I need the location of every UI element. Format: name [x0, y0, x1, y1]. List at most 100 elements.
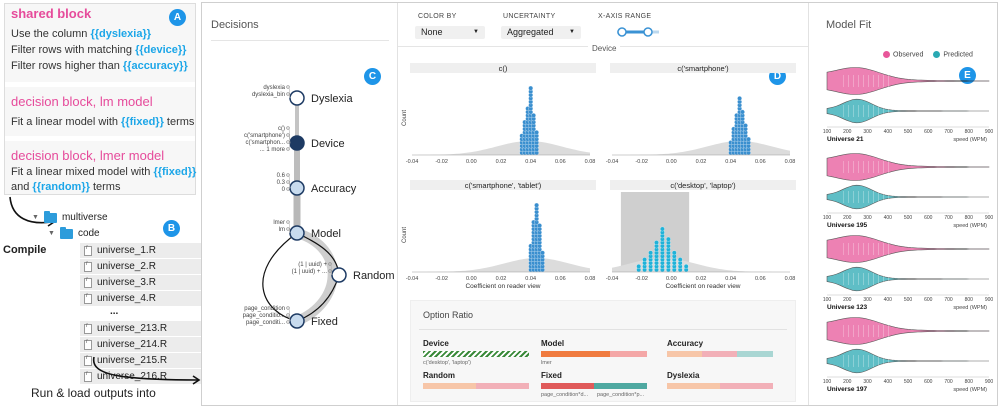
tree-folder[interactable]: ▼ code [48, 226, 100, 241]
panel-title: c() [499, 64, 508, 73]
option-ratio-segment[interactable] [594, 383, 647, 389]
fit-tick-label: 800 [965, 215, 974, 221]
option-ratio-bar[interactable] [541, 351, 647, 357]
universe-label[interactable]: Universe 195 [827, 222, 867, 229]
universe-label[interactable]: Universe 197 [827, 386, 867, 393]
fit-tick-label: 600 [924, 297, 933, 303]
uncertainty-select[interactable]: Aggregated ▼ [501, 26, 581, 39]
tree-file[interactable]: universe_4.R [80, 291, 230, 306]
decision-option-label[interactable]: page_conditi... [246, 320, 285, 326]
lm-line: Fit a linear model with {{fixed}} terms [11, 116, 195, 128]
option-ratio-segment[interactable] [667, 351, 702, 357]
decision-node-dyslexia[interactable] [289, 90, 305, 106]
r-file-icon [84, 339, 92, 350]
decision-option-label[interactable]: c('smartphon... [246, 140, 286, 146]
decision-option-label[interactable]: 0.6 [277, 173, 286, 179]
decision-option-label[interactable]: lmer [273, 220, 285, 226]
option-ratio-bar[interactable] [423, 383, 529, 389]
collapse-triangle-icon[interactable]: ▼ [48, 230, 55, 237]
divider [5, 82, 195, 87]
decision-option-label[interactable]: c() [278, 126, 285, 132]
option-connector [330, 270, 333, 276]
option-ratio-segment[interactable] [609, 351, 647, 357]
option-ratio-segment[interactable] [541, 383, 594, 389]
option-ratio-bar[interactable] [667, 383, 773, 389]
x-tick-label: -0.04 [606, 159, 619, 165]
decision-option-label[interactable]: dyslexia [263, 85, 285, 91]
tree-file[interactable]: universe_214.R [80, 337, 230, 352]
option-ratio-bar[interactable] [423, 351, 529, 357]
option-ratio-segment[interactable] [720, 383, 773, 389]
coefficient-histograms: c()-0.04 -0.02 0.00 0.02 0.04 0.06 0.08Countc(… [402, 63, 796, 290]
decision-node-accuracy[interactable] [289, 180, 305, 196]
decision-option-label[interactable]: 0.3 [277, 180, 286, 186]
decision-node-label: Model [311, 228, 341, 240]
decision-option-label[interactable]: lm [279, 227, 285, 233]
option-ratio-label: Accuracy [667, 339, 704, 348]
x-range-slider[interactable] [613, 24, 663, 40]
violin-shape [826, 317, 990, 345]
y-axis-label: Count [402, 227, 408, 243]
x-tick-label: 0.08 [585, 159, 596, 165]
universe-label[interactable]: Universe 123 [827, 304, 867, 311]
option-ratio-segment[interactable] [736, 351, 773, 357]
violin-shape [826, 67, 990, 95]
option-ratio-sub: page_condition*p... [597, 392, 645, 398]
decision-node-model[interactable] [289, 225, 305, 241]
collapse-triangle-icon[interactable]: ▼ [32, 214, 39, 221]
decision-option-label[interactable]: c('smartphone') [244, 133, 285, 139]
x-tick-label: 0.04 [725, 276, 736, 282]
option-ratio-bar[interactable] [667, 351, 773, 357]
option-connector [330, 263, 333, 276]
option-ratio-segment[interactable] [476, 383, 529, 389]
decision-option-label[interactable]: dyslexia_bin [252, 92, 285, 98]
universe-label[interactable]: Universe 21 [827, 136, 864, 143]
option-ratio-bar[interactable] [541, 383, 647, 389]
fit-tick-label: 400 [884, 215, 893, 221]
x-tick-label: 0.08 [785, 276, 796, 282]
option-dot-icon [286, 147, 290, 151]
lmer-line-1: Fit a linear mixed model with {{fixed}} [11, 166, 197, 178]
file-label: universe_4.R [97, 293, 156, 304]
option-ratio-segment[interactable] [423, 351, 529, 357]
fit-axis-label: speed (WPM) [953, 305, 987, 311]
dot-mark [740, 109, 745, 115]
tree-ellipsis: ... [110, 306, 119, 317]
file-label: universe_2.R [97, 261, 156, 272]
decision-option-label[interactable]: (1 | uuid) + [298, 262, 327, 268]
histogram-panel: c('smartphone', 'tablet') -0.04 -0.02 0.00 0… [402, 180, 596, 290]
decision-option-label[interactable]: ... 1 more [260, 147, 286, 153]
fit-tick-label: 400 [884, 379, 893, 385]
decision-option-label[interactable]: (1 | uuid) + ... [292, 269, 328, 275]
color-by-select[interactable]: None ▼ [415, 26, 485, 39]
option-ratio-segment[interactable] [423, 383, 476, 389]
panel-header [610, 180, 796, 190]
dot-mark [648, 250, 653, 256]
violin-shape [826, 153, 990, 181]
tree-file[interactable]: universe_215.R [80, 353, 230, 368]
model-fit-violins: 100 200 300 400 500 600 700 800 900 Universe 21 sp… [823, 67, 993, 393]
dot-mark [737, 96, 742, 101]
tree-file[interactable]: universe_3.R [80, 275, 230, 290]
fit-tick-label: 500 [904, 379, 913, 385]
decision-node-device[interactable] [289, 135, 305, 151]
decision-node-label: Fixed [311, 316, 338, 328]
fit-tick-label: 500 [904, 297, 913, 303]
tree-root[interactable]: ▼ multiverse [32, 210, 108, 225]
decision-option-label[interactable]: page_conditio... [243, 313, 286, 319]
tree-file[interactable]: universe_213.R [80, 321, 230, 336]
tree-file[interactable]: universe_1.R [80, 243, 230, 258]
decision-node-fixed[interactable] [289, 313, 305, 329]
option-ratio-segment[interactable] [667, 383, 720, 389]
option-ratio-segment[interactable] [701, 351, 737, 357]
x-tick-label: -0.02 [435, 276, 448, 282]
decision-option-label[interactable]: 0 [282, 187, 286, 193]
decisions-title: Decisions [211, 19, 259, 31]
x-tick-label: -0.04 [406, 276, 419, 282]
decision-node-label: Accuracy [311, 183, 357, 195]
tree-file[interactable]: universe_2.R [80, 259, 230, 274]
decision-node-random[interactable] [331, 267, 347, 283]
decision-option-label[interactable]: page_condition [244, 306, 285, 312]
dot-mark [683, 264, 689, 269]
option-ratio-segment[interactable] [541, 351, 610, 357]
